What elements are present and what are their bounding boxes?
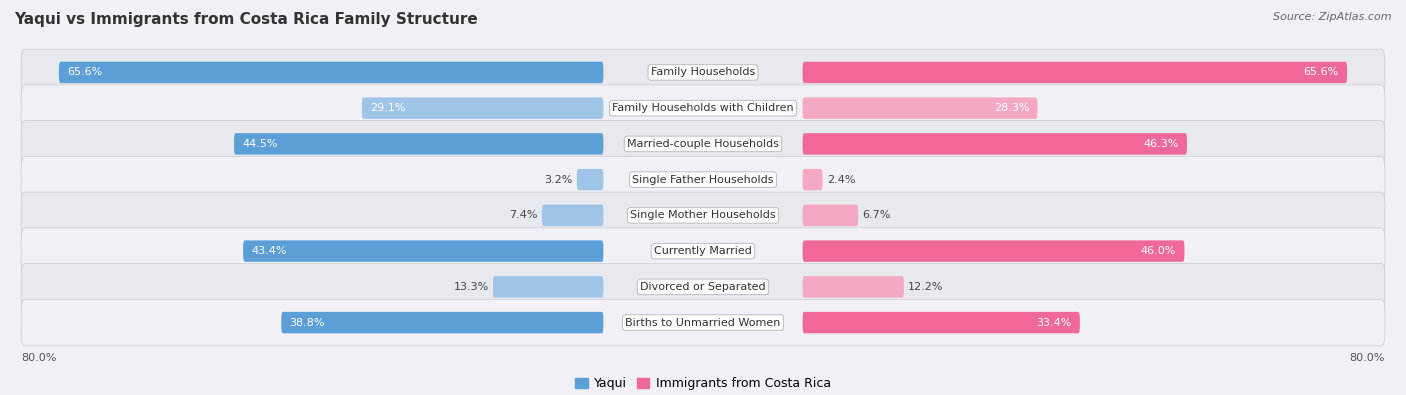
FancyBboxPatch shape: [803, 205, 858, 226]
Text: 28.3%: 28.3%: [994, 103, 1029, 113]
Text: Source: ZipAtlas.com: Source: ZipAtlas.com: [1274, 12, 1392, 22]
FancyBboxPatch shape: [21, 263, 1385, 310]
Text: 65.6%: 65.6%: [1303, 68, 1339, 77]
FancyBboxPatch shape: [21, 120, 1385, 167]
Text: 7.4%: 7.4%: [509, 211, 538, 220]
FancyBboxPatch shape: [803, 62, 1347, 83]
Text: 43.4%: 43.4%: [252, 246, 287, 256]
FancyBboxPatch shape: [803, 169, 823, 190]
FancyBboxPatch shape: [803, 98, 1038, 119]
Text: 38.8%: 38.8%: [290, 318, 325, 327]
Text: Single Mother Households: Single Mother Households: [630, 211, 776, 220]
FancyBboxPatch shape: [576, 169, 603, 190]
Text: 44.5%: 44.5%: [242, 139, 278, 149]
FancyBboxPatch shape: [21, 228, 1385, 275]
FancyBboxPatch shape: [21, 49, 1385, 96]
FancyBboxPatch shape: [21, 192, 1385, 239]
Text: Family Households with Children: Family Households with Children: [612, 103, 794, 113]
FancyBboxPatch shape: [233, 133, 603, 154]
Text: Single Father Households: Single Father Households: [633, 175, 773, 184]
Text: Married-couple Households: Married-couple Households: [627, 139, 779, 149]
Text: Currently Married: Currently Married: [654, 246, 752, 256]
FancyBboxPatch shape: [21, 299, 1385, 346]
Text: 29.1%: 29.1%: [370, 103, 406, 113]
Text: 2.4%: 2.4%: [827, 175, 855, 184]
FancyBboxPatch shape: [541, 205, 603, 226]
FancyBboxPatch shape: [21, 156, 1385, 203]
Text: Family Households: Family Households: [651, 68, 755, 77]
Text: Births to Unmarried Women: Births to Unmarried Women: [626, 318, 780, 327]
Text: Divorced or Separated: Divorced or Separated: [640, 282, 766, 292]
Text: 46.0%: 46.0%: [1140, 246, 1177, 256]
Text: 6.7%: 6.7%: [862, 211, 891, 220]
FancyBboxPatch shape: [243, 241, 603, 262]
FancyBboxPatch shape: [59, 62, 603, 83]
Text: 3.2%: 3.2%: [544, 175, 572, 184]
Legend: Yaqui, Immigrants from Costa Rica: Yaqui, Immigrants from Costa Rica: [571, 372, 835, 395]
FancyBboxPatch shape: [803, 276, 904, 297]
FancyBboxPatch shape: [803, 241, 1184, 262]
FancyBboxPatch shape: [803, 312, 1080, 333]
FancyBboxPatch shape: [494, 276, 603, 297]
FancyBboxPatch shape: [361, 98, 603, 119]
Text: 65.6%: 65.6%: [67, 68, 103, 77]
FancyBboxPatch shape: [803, 133, 1187, 154]
Text: 13.3%: 13.3%: [454, 282, 489, 292]
FancyBboxPatch shape: [21, 85, 1385, 132]
FancyBboxPatch shape: [281, 312, 603, 333]
Text: 46.3%: 46.3%: [1143, 139, 1178, 149]
Text: Yaqui vs Immigrants from Costa Rica Family Structure: Yaqui vs Immigrants from Costa Rica Fami…: [14, 12, 478, 27]
Text: 12.2%: 12.2%: [908, 282, 943, 292]
Text: 33.4%: 33.4%: [1036, 318, 1071, 327]
